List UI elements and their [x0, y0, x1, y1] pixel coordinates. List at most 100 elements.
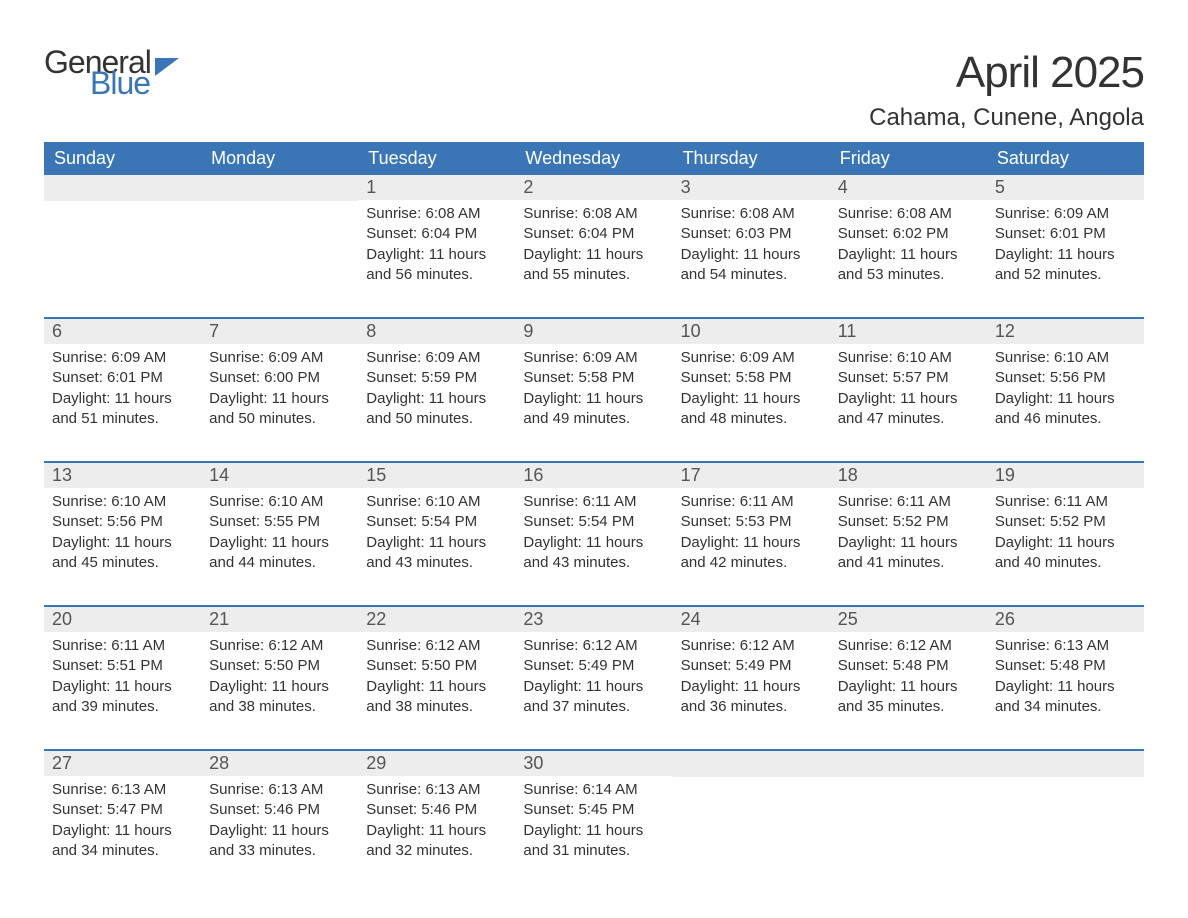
calendar-day: 17Sunrise: 6:11 AMSunset: 5:53 PMDayligh…: [673, 463, 830, 591]
day-content: Sunrise: 6:11 AMSunset: 5:51 PMDaylight:…: [44, 632, 201, 723]
header: General Blue April 2025 Cahama, Cunene, …: [44, 48, 1144, 132]
daylight-text-2: and 50 minutes.: [366, 409, 507, 429]
daylight-text-1: Daylight: 11 hours: [681, 677, 822, 697]
calendar-day: 10Sunrise: 6:09 AMSunset: 5:58 PMDayligh…: [673, 319, 830, 447]
day-number: 12: [987, 319, 1144, 344]
daylight-text-1: Daylight: 11 hours: [366, 533, 507, 553]
sunrise-text: Sunrise: 6:09 AM: [209, 348, 350, 368]
sunset-text: Sunset: 6:03 PM: [681, 224, 822, 244]
sunset-text: Sunset: 5:46 PM: [209, 800, 350, 820]
logo-triangle-icon: [155, 58, 179, 76]
daylight-text-1: Daylight: 11 hours: [523, 821, 664, 841]
day-content: Sunrise: 6:09 AMSunset: 5:58 PMDaylight:…: [515, 344, 672, 435]
day-content: Sunrise: 6:12 AMSunset: 5:50 PMDaylight:…: [201, 632, 358, 723]
day-content: Sunrise: 6:10 AMSunset: 5:54 PMDaylight:…: [358, 488, 515, 579]
sunset-text: Sunset: 5:52 PM: [838, 512, 979, 532]
daylight-text-2: and 49 minutes.: [523, 409, 664, 429]
sunset-text: Sunset: 5:47 PM: [52, 800, 193, 820]
day-number: [987, 751, 1144, 777]
sunrise-text: Sunrise: 6:10 AM: [209, 492, 350, 512]
daylight-text-1: Daylight: 11 hours: [995, 245, 1136, 265]
daylight-text-1: Daylight: 11 hours: [523, 245, 664, 265]
daylight-text-1: Daylight: 11 hours: [209, 821, 350, 841]
day-content: Sunrise: 6:12 AMSunset: 5:49 PMDaylight:…: [515, 632, 672, 723]
sunrise-text: Sunrise: 6:13 AM: [366, 780, 507, 800]
sunset-text: Sunset: 5:48 PM: [838, 656, 979, 676]
calendar-day: 20Sunrise: 6:11 AMSunset: 5:51 PMDayligh…: [44, 607, 201, 735]
day-number: 13: [44, 463, 201, 488]
daylight-text-1: Daylight: 11 hours: [366, 677, 507, 697]
day-content: Sunrise: 6:08 AMSunset: 6:04 PMDaylight:…: [515, 200, 672, 291]
daylight-text-1: Daylight: 11 hours: [995, 677, 1136, 697]
day-of-week: Wednesday: [515, 142, 672, 175]
day-number: 14: [201, 463, 358, 488]
sunset-text: Sunset: 5:45 PM: [523, 800, 664, 820]
day-content: Sunrise: 6:09 AMSunset: 6:00 PMDaylight:…: [201, 344, 358, 435]
daylight-text-2: and 42 minutes.: [681, 553, 822, 573]
calendar-day: 19Sunrise: 6:11 AMSunset: 5:52 PMDayligh…: [987, 463, 1144, 591]
daylight-text-2: and 56 minutes.: [366, 265, 507, 285]
day-content: Sunrise: 6:10 AMSunset: 5:56 PMDaylight:…: [987, 344, 1144, 435]
daylight-text-1: Daylight: 11 hours: [52, 677, 193, 697]
day-of-week: Sunday: [44, 142, 201, 175]
daylight-text-2: and 43 minutes.: [523, 553, 664, 573]
day-number: 23: [515, 607, 672, 632]
calendar-day: 9Sunrise: 6:09 AMSunset: 5:58 PMDaylight…: [515, 319, 672, 447]
daylight-text-2: and 46 minutes.: [995, 409, 1136, 429]
daylight-text-2: and 53 minutes.: [838, 265, 979, 285]
daylight-text-1: Daylight: 11 hours: [838, 677, 979, 697]
calendar-day: [830, 751, 987, 879]
sunrise-text: Sunrise: 6:12 AM: [366, 636, 507, 656]
sunset-text: Sunset: 5:51 PM: [52, 656, 193, 676]
calendar-day: [44, 175, 201, 303]
calendar-day: 12Sunrise: 6:10 AMSunset: 5:56 PMDayligh…: [987, 319, 1144, 447]
day-number: 18: [830, 463, 987, 488]
day-number: 9: [515, 319, 672, 344]
day-number: 22: [358, 607, 515, 632]
calendar-day: 5Sunrise: 6:09 AMSunset: 6:01 PMDaylight…: [987, 175, 1144, 303]
day-number: 5: [987, 175, 1144, 200]
daylight-text-2: and 50 minutes.: [209, 409, 350, 429]
daylight-text-1: Daylight: 11 hours: [52, 533, 193, 553]
daylight-text-1: Daylight: 11 hours: [209, 389, 350, 409]
day-of-week: Friday: [830, 142, 987, 175]
calendar-day: 11Sunrise: 6:10 AMSunset: 5:57 PMDayligh…: [830, 319, 987, 447]
calendar-day: 4Sunrise: 6:08 AMSunset: 6:02 PMDaylight…: [830, 175, 987, 303]
sunrise-text: Sunrise: 6:12 AM: [838, 636, 979, 656]
day-content: Sunrise: 6:13 AMSunset: 5:47 PMDaylight:…: [44, 776, 201, 867]
daylight-text-1: Daylight: 11 hours: [838, 533, 979, 553]
daylight-text-2: and 40 minutes.: [995, 553, 1136, 573]
sunrise-text: Sunrise: 6:11 AM: [52, 636, 193, 656]
day-of-week: Monday: [201, 142, 358, 175]
day-number: 2: [515, 175, 672, 200]
daylight-text-1: Daylight: 11 hours: [523, 389, 664, 409]
day-content: Sunrise: 6:09 AMSunset: 5:58 PMDaylight:…: [673, 344, 830, 435]
day-number: 25: [830, 607, 987, 632]
day-number: 30: [515, 751, 672, 776]
sunrise-text: Sunrise: 6:09 AM: [681, 348, 822, 368]
sunrise-text: Sunrise: 6:13 AM: [52, 780, 193, 800]
daylight-text-2: and 47 minutes.: [838, 409, 979, 429]
calendar-day: [987, 751, 1144, 879]
daylight-text-2: and 43 minutes.: [366, 553, 507, 573]
day-content: Sunrise: 6:10 AMSunset: 5:57 PMDaylight:…: [830, 344, 987, 435]
daylight-text-1: Daylight: 11 hours: [838, 245, 979, 265]
daylight-text-2: and 45 minutes.: [52, 553, 193, 573]
calendar-week: 20Sunrise: 6:11 AMSunset: 5:51 PMDayligh…: [44, 605, 1144, 735]
calendar-day: 16Sunrise: 6:11 AMSunset: 5:54 PMDayligh…: [515, 463, 672, 591]
sunrise-text: Sunrise: 6:10 AM: [995, 348, 1136, 368]
sunrise-text: Sunrise: 6:08 AM: [681, 204, 822, 224]
calendar-day: 14Sunrise: 6:10 AMSunset: 5:55 PMDayligh…: [201, 463, 358, 591]
day-content: Sunrise: 6:09 AMSunset: 5:59 PMDaylight:…: [358, 344, 515, 435]
daylight-text-1: Daylight: 11 hours: [366, 389, 507, 409]
day-content: Sunrise: 6:10 AMSunset: 5:55 PMDaylight:…: [201, 488, 358, 579]
sunset-text: Sunset: 5:48 PM: [995, 656, 1136, 676]
day-number: 3: [673, 175, 830, 200]
sunset-text: Sunset: 5:50 PM: [366, 656, 507, 676]
sunrise-text: Sunrise: 6:12 AM: [681, 636, 822, 656]
day-number: 16: [515, 463, 672, 488]
calendar-day: 26Sunrise: 6:13 AMSunset: 5:48 PMDayligh…: [987, 607, 1144, 735]
day-of-week: Tuesday: [358, 142, 515, 175]
day-number: 19: [987, 463, 1144, 488]
day-number: [201, 175, 358, 201]
